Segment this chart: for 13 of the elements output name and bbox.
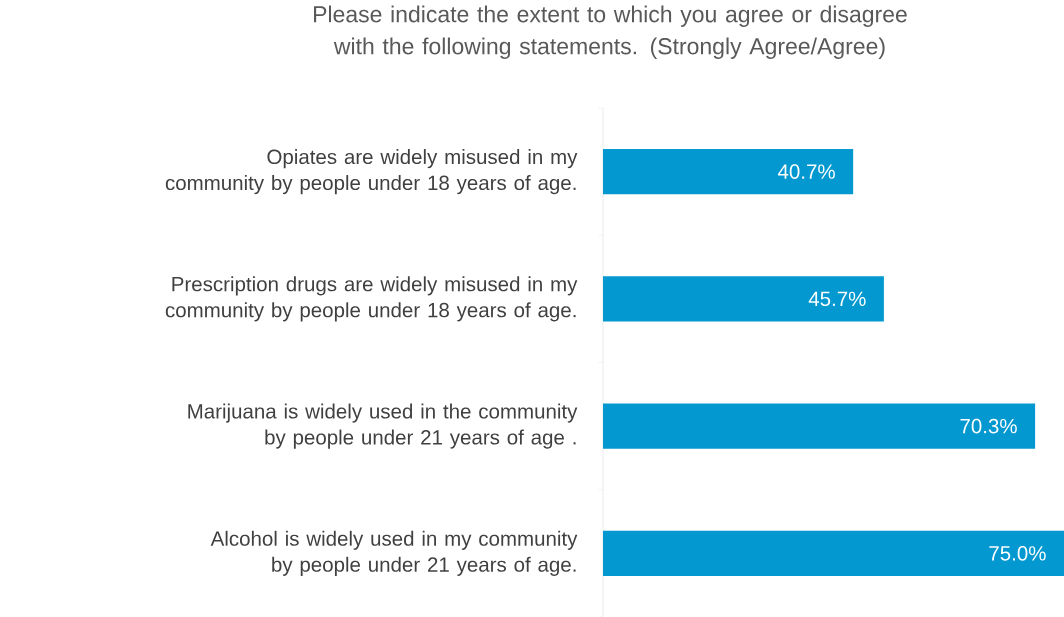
data-label: 40.7% (777, 164, 835, 179)
bar (603, 530, 1064, 576)
bar (603, 276, 884, 322)
bar (603, 403, 1036, 449)
bar (603, 149, 854, 195)
data-label: 70.3% (960, 418, 1017, 434)
y-tick-label: Alcohol is widely used in my community by people under 21 years of age. (210, 530, 578, 576)
data-label: 75.0% (989, 546, 1046, 561)
y-tick-label: Opiates are widely misused in my community by people under 18 years of age. (165, 149, 578, 195)
chart-title: Please indicate the extent to which you agree or disagree with the following statements. (Strongly Agree/Agree) (314, 5, 907, 59)
data-label: 45.7% (808, 291, 866, 307)
y-tick-label: Prescription drugs are widely misused in my community by people under 18 years of age. (165, 276, 578, 322)
y-tick-label: Marijuana is widely used in the community by people under 21 years of age . (188, 403, 578, 449)
